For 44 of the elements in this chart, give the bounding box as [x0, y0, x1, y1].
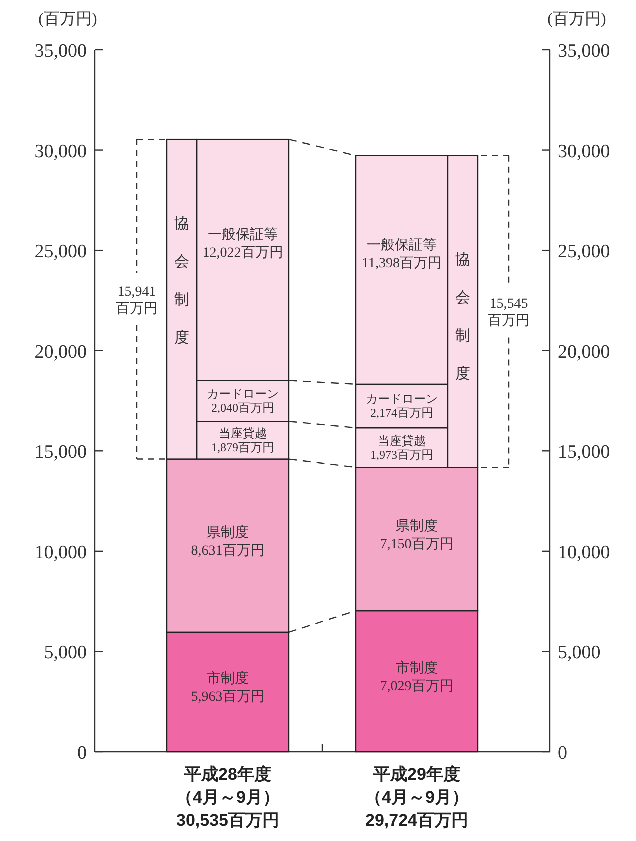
data-label: 11,398百万円	[362, 256, 442, 272]
y2-tick-label: 0	[558, 743, 568, 764]
y2-tick-label: 35,000	[558, 41, 610, 62]
y2-tick-label: 30,000	[558, 141, 610, 162]
y-tick-label: 35,000	[34, 41, 87, 62]
data-label: 5,963百万円	[191, 690, 265, 706]
y-tick-label: 0	[78, 743, 87, 764]
data-label: 7,150百万円	[380, 537, 454, 552]
data-label: 7,029百万円	[380, 680, 454, 695]
y2-tick-label: 20,000	[558, 342, 610, 363]
y-tick-label: 5,000	[44, 642, 87, 664]
series-label: 県制度	[207, 524, 249, 541]
y-tick-label: 20,000	[34, 342, 87, 363]
series-label: 一般保証等	[208, 227, 278, 244]
data-label: 12,022百万円	[202, 246, 284, 262]
y-tick-label: 30,000	[34, 141, 87, 162]
text: 一般保証等	[367, 238, 437, 254]
y2-axis-title: (百万円)	[548, 11, 606, 28]
data-label: 8,631百万円	[191, 544, 265, 559]
y-tick-label: 15,000	[34, 442, 87, 464]
data-label: 1,973百万円	[370, 448, 434, 462]
text: 協会制度	[456, 252, 470, 383]
series-label: 当座貸越	[219, 426, 267, 440]
y-tick-label: 25,000	[34, 242, 87, 263]
y2-tick-label: 25,000	[558, 242, 610, 263]
series-label: カードローン	[207, 387, 279, 402]
x-tick-label: 平成28年度（4月～9月）30,535百万円	[175, 764, 281, 832]
data-label: 2,174百万円	[370, 406, 434, 420]
text: 県制度	[396, 519, 438, 534]
y2-tick-label: 10,000	[558, 542, 610, 564]
series-label: 市制度	[207, 671, 249, 688]
y-axis-title: (百万円)	[38, 11, 98, 28]
text: 市制度	[396, 662, 438, 677]
x-tick-label: 平成29年度（4月～9月）29,724百万円	[364, 764, 470, 832]
text: 協会制度	[174, 216, 190, 346]
y2-tick-label: 5,000	[558, 642, 601, 664]
data-label: 2,040百万円	[212, 401, 274, 416]
annotation: 15,941 百万円	[116, 284, 158, 317]
data-label: 1,879百万円	[212, 440, 274, 454]
text: 当座貸越	[378, 434, 426, 448]
text: カードローン	[366, 392, 438, 406]
annotation: 15,545 百万円	[488, 297, 530, 330]
y2-tick-label: 15,000	[558, 442, 610, 464]
y-tick-label: 10,000	[34, 542, 87, 564]
